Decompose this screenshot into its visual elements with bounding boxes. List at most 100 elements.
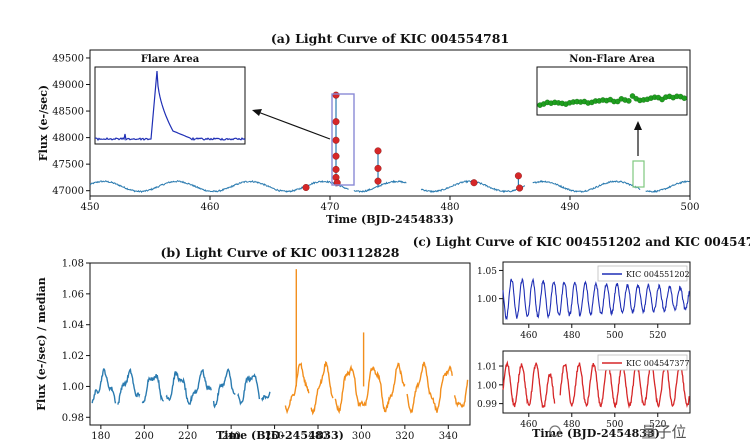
panel-b-lightcurve-segment (212, 368, 236, 409)
panel-b-frame (89, 262, 471, 426)
nonflare-inset-title: Non-Flare Area (569, 54, 655, 65)
panel-b-ytick-label: 1.02 (62, 351, 84, 362)
panel-c-bottom-curve (502, 360, 556, 408)
panel-c-bottom-ytick-label: 1.01 (477, 363, 497, 373)
legend-box-top (597, 265, 688, 282)
flare-inset-frame (94, 66, 246, 145)
panel-b-xtick-label: 260 (265, 431, 284, 440)
panel-c: (c) Light Curve of KIC 004551202 and KIC… (413, 235, 750, 440)
panel-b-lightcurve-segment (165, 369, 212, 406)
panel-a-flare-point (516, 184, 524, 192)
panel-b-lightcurve-segment (310, 360, 334, 416)
panel-b-lightcurve-segment (406, 361, 453, 414)
panel-b-ytick-label: 1.08 (62, 259, 84, 270)
panel-a-ytick-label: 49500 (52, 53, 84, 64)
nonflare-inset: Non-Flare Area (536, 54, 688, 116)
nonflare-arrow-head (634, 121, 642, 130)
panel-b-ytick-label: 1.00 (62, 382, 84, 393)
panel-c-title: (c) Light Curve of KIC 004551202 and KIC… (413, 235, 750, 249)
panel-a-xtick-label: 460 (200, 202, 219, 213)
panel-b-xtick-label: 180 (91, 431, 110, 440)
nonflare-inset-point (614, 98, 621, 105)
panel-b-xtick-label: 240 (222, 431, 241, 440)
panel-a-frame (89, 49, 691, 197)
panel-b-lightcurve-segment (237, 373, 261, 406)
panel-b-xtick-label: 200 (135, 431, 154, 440)
watermark-text: 量子位 (641, 423, 686, 440)
watermark-logo-icon (549, 425, 561, 437)
panel-c-lightcurves (502, 277, 690, 409)
nonflare-inset-point (629, 93, 636, 99)
panel-c-top-xtick-label: 480 (563, 331, 580, 341)
panel-c-xlabel: Time (BJD-2454833) (532, 427, 660, 440)
panel-a-ytick-label: 48500 (52, 107, 84, 118)
panel-a-ticks: 450 460 470 480 490 500 47000 47500 48000 48500 49… (52, 53, 699, 213)
panel-a: (a) Light Curve of KIC 004554781 450 460 4… (37, 31, 700, 226)
panel-c-bottom-ytick-label: 1.00 (477, 381, 497, 391)
legend-label-kic004551202: KIC 004551202 (626, 270, 690, 279)
panel-b-ylabel: Flux (e-/sec) / median (35, 277, 48, 411)
legend-box-bottom (597, 354, 688, 371)
panel-a-xtick-label: 500 (680, 202, 699, 213)
panel-b-lightcurve-segment (261, 391, 271, 402)
panel-b-lightcurve-segment (141, 374, 164, 404)
nonflare-inset-points (537, 93, 688, 108)
nonflare-highlight-box (632, 160, 645, 188)
panel-a-xtick-label: 480 (440, 202, 459, 213)
panel-b-xtick-label: 280 (308, 431, 327, 440)
panel-c-bottom-curve (559, 361, 690, 409)
panel-a-lightcurve-segment (353, 179, 407, 193)
panel-b-lightcurve-segment (91, 368, 117, 404)
panel-a-flare-point (332, 118, 340, 126)
panel-c-top-curve (502, 277, 690, 321)
panel-a-lightcurve-segment (645, 180, 690, 193)
panel-a-ytick-label: 48000 (52, 133, 84, 144)
panel-b-ticks: 180 200 220 240 260 280 300 320 340 0.98 1.00 1.02 1… (62, 259, 458, 440)
panel-b-lightcurve (91, 269, 469, 416)
panel-a-ytick-label: 47500 (52, 160, 84, 171)
panel-c-bottom-legend: KIC 004547377 (597, 354, 690, 371)
panel-c-top-legend: KIC 004551202 (597, 265, 690, 282)
panel-c-bottom-frame (502, 350, 691, 414)
panel-a-flare-point (514, 172, 522, 180)
panel-a-flare-point (374, 177, 382, 185)
flare-inset-curve (94, 70, 246, 141)
panel-a-xlabel: Time (BJD-2454833) (326, 213, 454, 226)
panel-b-xlabel: Time (BJD-2454833) (216, 429, 344, 440)
panel-a-title: (a) Light Curve of KIC 004554781 (271, 31, 509, 46)
nonflare-inset-point (626, 98, 632, 104)
nonflare-inset-point (681, 95, 688, 101)
panel-c-ticks: 460 480 500 520 1.00 1.05 460 480 500 520 0.99 1.00… (477, 267, 667, 430)
flare-inset-title: Flare Area (141, 54, 200, 65)
panel-a-xtick-label: 470 (320, 202, 339, 213)
panel-a-flare-point (470, 179, 478, 187)
panel-b-ytick-label: 1.04 (62, 320, 84, 331)
panel-a-xtick-label: 450 (80, 202, 99, 213)
panel-a-ytick-label: 49000 (52, 80, 84, 91)
panel-c-top-ytick-label: 1.05 (477, 267, 497, 277)
panel-c-bottom-ytick-label: 0.99 (477, 400, 497, 410)
flare-highlight-box (331, 93, 355, 186)
panel-a-ylabel: Flux (e-/sec) (37, 85, 50, 161)
panel-a-flare-point (332, 91, 340, 99)
panel-a-flare-point (302, 184, 310, 192)
panel-b-lightcurve-segment (284, 362, 310, 415)
panel-a-lightcurve-segment (532, 179, 641, 193)
panel-b-xtick-label: 340 (439, 431, 458, 440)
panel-c-top-ytick-label: 1.00 (477, 295, 497, 305)
panel-c-top-xtick-label: 500 (606, 331, 623, 341)
panel-c-top-xtick-label: 520 (649, 331, 666, 341)
panel-a-lightcurve-segment (89, 180, 349, 194)
panel-c-bottom-xtick-label: 520 (649, 420, 666, 430)
nonflare-inset-frame (536, 66, 688, 116)
panel-c-top-xtick-label: 460 (520, 331, 537, 341)
panel-b-title: (b) Light Curve of KIC 003112828 (161, 245, 400, 260)
panel-b-xtick-label: 220 (178, 431, 197, 440)
panel-c-bottom-xtick-label: 500 (606, 420, 623, 430)
panel-a-xtick-label: 490 (560, 202, 579, 213)
panel-c-bottom-xtick-label: 460 (520, 420, 537, 430)
panel-c-bottom-xtick-label: 480 (563, 420, 580, 430)
panel-a-flare-point (332, 152, 340, 160)
watermark: 量子位 (549, 423, 687, 440)
